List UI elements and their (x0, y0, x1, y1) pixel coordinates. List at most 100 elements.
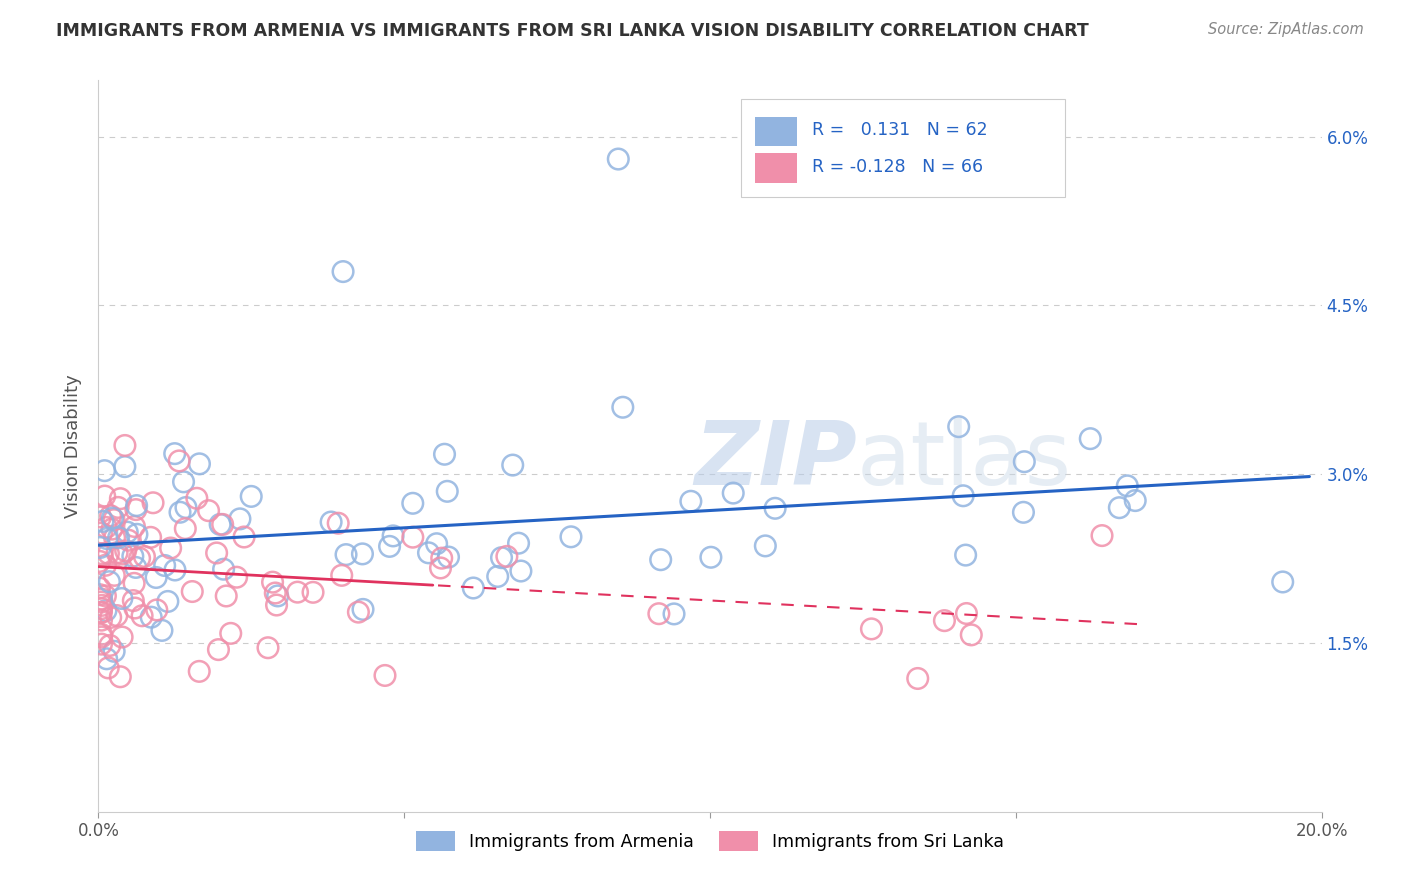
Point (94, 604, 117, 618)
Point (257, 640, 280, 655)
Point (150, 624, 173, 638)
Point (90, 601, 112, 615)
Point (650, 552, 672, 566)
Point (94, 558, 117, 573)
Point (262, 575, 284, 590)
Point (90, 613, 112, 627)
Point (948, 419, 970, 434)
Point (146, 603, 169, 617)
Point (352, 547, 374, 561)
Point (952, 489, 974, 503)
Point (1108, 500, 1130, 515)
Point (934, 614, 956, 628)
Point (754, 539, 776, 553)
Point (90, 595, 112, 609)
Point (378, 540, 401, 554)
Point (229, 512, 252, 526)
FancyBboxPatch shape (741, 99, 1064, 197)
Point (134, 549, 156, 564)
Point (125, 502, 148, 516)
Point (266, 589, 288, 603)
Point (91, 599, 114, 613)
Point (96, 532, 118, 546)
Point (125, 527, 148, 541)
Point (496, 549, 519, 564)
Point (90, 627, 112, 641)
Point (436, 484, 458, 499)
Point (319, 515, 342, 529)
Point (107, 500, 129, 515)
Point (402, 496, 425, 510)
Point (352, 602, 374, 616)
Point (110, 491, 132, 506)
Point (115, 525, 138, 540)
Point (508, 536, 530, 550)
Point (103, 513, 125, 527)
Point (89, 541, 111, 555)
Point (96, 652, 118, 666)
Point (209, 517, 232, 532)
Point (437, 549, 460, 564)
Text: R = -0.128   N = 66: R = -0.128 N = 66 (811, 158, 983, 176)
Point (124, 601, 146, 615)
Point (90, 510, 112, 524)
Point (89, 554, 111, 568)
Point (374, 668, 396, 682)
Point (117, 533, 139, 548)
Point (418, 546, 440, 560)
Point (101, 511, 124, 525)
Point (907, 672, 929, 686)
Point (114, 459, 136, 474)
Point (159, 541, 181, 555)
Point (114, 544, 136, 558)
Point (264, 586, 287, 600)
Point (328, 516, 350, 531)
Point (91, 515, 114, 529)
Point (335, 548, 357, 562)
Point (240, 489, 263, 503)
Point (648, 607, 671, 621)
Point (105, 546, 128, 560)
Point (330, 568, 353, 582)
Point (145, 570, 167, 584)
Point (90, 547, 112, 561)
Point (98, 639, 121, 653)
Point (433, 447, 456, 461)
Point (111, 547, 134, 561)
Point (104, 531, 127, 545)
Point (163, 563, 186, 577)
Point (93, 489, 115, 503)
Point (101, 522, 124, 536)
Point (402, 530, 425, 544)
Point (188, 457, 211, 471)
Point (955, 607, 977, 621)
Point (1012, 505, 1035, 519)
Point (1078, 432, 1101, 446)
Point (1271, 574, 1294, 589)
Point (763, 501, 786, 516)
Point (173, 475, 195, 489)
Point (174, 522, 197, 536)
Point (121, 549, 143, 564)
Point (382, 529, 405, 543)
Point (89, 588, 111, 602)
Point (174, 500, 197, 515)
Point (98, 574, 121, 589)
Point (429, 561, 451, 575)
Text: Source: ZipAtlas.com: Source: ZipAtlas.com (1208, 22, 1364, 37)
Point (90, 526, 112, 541)
Point (124, 519, 146, 533)
Text: R =   0.131   N = 62: R = 0.131 N = 62 (811, 121, 987, 139)
Point (97, 547, 120, 561)
Point (662, 607, 685, 621)
Point (860, 622, 883, 636)
Point (188, 665, 211, 679)
Point (509, 564, 531, 578)
Point (700, 550, 723, 565)
Point (266, 598, 288, 612)
Point (721, 486, 744, 500)
Text: IMMIGRANTS FROM ARMENIA VS IMMIGRANTS FROM SRI LANKA VISION DISABILITY CORRELATI: IMMIGRANTS FROM ARMENIA VS IMMIGRANTS FR… (56, 22, 1090, 40)
Point (1116, 479, 1139, 493)
Point (93, 464, 115, 478)
Point (960, 628, 983, 642)
